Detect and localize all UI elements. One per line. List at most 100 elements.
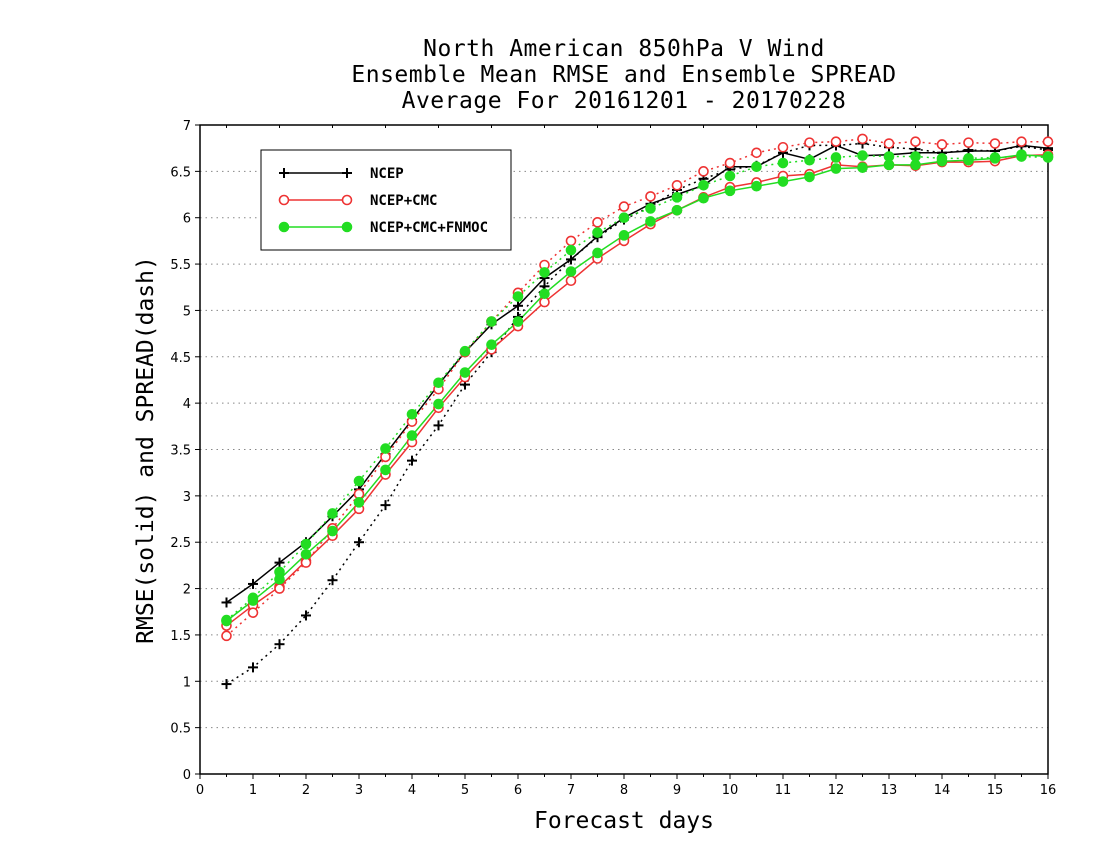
data-point-ncep-cmc-fnmoc-spread (459, 345, 471, 357)
data-point-ncep-cmc-fnmoc-spread (857, 150, 868, 161)
x-tick-label: 6 (514, 783, 522, 798)
data-point-ncep-cmc-fnmoc-spread (539, 267, 550, 278)
data-point-ncep-cmc-fnmoc-spread (989, 152, 1001, 163)
data-point-ncep-cmc-spread (804, 137, 815, 148)
data-point-ncep-cmc-spread (857, 133, 868, 145)
data-point-ncep-cmc-fnmoc-rmse (857, 162, 868, 173)
data-point-ncep-cmc-spread (777, 141, 789, 153)
x-tick-label: 3 (355, 783, 363, 798)
y-tick-label: 6.5 (170, 165, 191, 180)
data-point-ncep-cmc-fnmoc-spread (645, 203, 656, 214)
data-point-ncep-cmc-fnmoc-spread (724, 170, 736, 182)
legend-label-ncep-cmc-fnmoc: NCEP+CMC+FNMOC (370, 220, 488, 236)
data-point-ncep-cmc-fnmoc-spread (910, 151, 921, 162)
data-point-ncep-spread (301, 610, 311, 621)
x-tick-label: 1 (249, 783, 257, 798)
data-point-ncep-cmc-rmse (565, 275, 577, 287)
data-point-ncep-cmc-fnmoc-spread (1016, 151, 1027, 162)
x-tick-label: 7 (567, 783, 575, 798)
data-point-ncep-rmse (248, 578, 258, 589)
data-point-ncep-spread (433, 420, 444, 431)
data-point-ncep-cmc-fnmoc-spread (618, 212, 630, 224)
data-point-ncep-cmc-spread (565, 235, 577, 247)
axis-ticks: 00.511.522.533.544.555.566.570 1 2 3 4 5 6 7 8 9 1… (170, 119, 1056, 798)
data-point-ncep-cmc-fnmoc-spread (592, 227, 603, 238)
x-tick-label: 2 (302, 783, 310, 798)
x-tick-label: 14 (934, 783, 951, 798)
data-point-ncep-cmc-fnmoc-rmse (618, 230, 630, 241)
data-point-ncep-spread (354, 537, 364, 548)
legend-marker-ncep (342, 168, 352, 178)
x-tick-label: 13 (881, 783, 898, 798)
x-tick-label: 8 (620, 783, 628, 798)
data-point-ncep-spread (274, 639, 285, 650)
chart-title-line-1: North American 850hPa V Wind (423, 36, 825, 62)
data-point-ncep-spread (380, 500, 391, 511)
data-point-ncep-spread (407, 455, 417, 466)
legend-marker-ncep-cmc (278, 194, 290, 206)
series-line-ncep-cmc-fnmoc-spread (226, 154, 1049, 621)
y-tick-label: 5 (183, 304, 191, 319)
data-point-ncep-rmse (274, 557, 285, 568)
gridlines (200, 170, 1048, 729)
data-point-ncep-cmc-spread (645, 191, 656, 202)
data-point-ncep-cmc-fnmoc-spread (353, 475, 365, 487)
x-tick-label: 15 (987, 783, 1004, 798)
chart-title-line-3: Average For 20161201 - 20170228 (401, 88, 847, 114)
data-point-ncep-cmc-fnmoc-spread (274, 566, 285, 578)
data-point-ncep-cmc-fnmoc-rmse (459, 367, 471, 378)
data-point-ncep-cmc-fnmoc-rmse (804, 171, 815, 183)
data-point-ncep-cmc-fnmoc-rmse (433, 398, 444, 410)
x-tick-label: 0 (196, 783, 204, 798)
chart-title-line-2: Ensemble Mean RMSE and Ensemble SPREAD (351, 62, 897, 88)
data-point-ncep-cmc-fnmoc-rmse (512, 316, 524, 327)
x-tick-label: 4 (408, 783, 416, 798)
data-point-ncep-cmc-spread (1016, 136, 1027, 147)
data-point-ncep-cmc-fnmoc-spread (671, 192, 683, 203)
data-point-ncep-cmc-fnmoc-spread (963, 153, 974, 164)
legend-marker-ncep-cmc-fnmoc (278, 221, 290, 233)
data-point-ncep-cmc-spread (724, 157, 736, 169)
data-point-ncep-cmc-fnmoc-rmse (698, 192, 709, 204)
x-tick-label: 16 (1040, 783, 1057, 798)
data-point-ncep-cmc-fnmoc-spread (565, 244, 577, 256)
data-point-ncep-cmc-spread (698, 166, 709, 177)
data-point-ncep-cmc-fnmoc-spread (327, 508, 338, 519)
data-point-ncep-cmc-fnmoc-rmse (830, 163, 842, 174)
x-tick-label: 9 (673, 783, 681, 798)
legend: NCEP NCEP+CMC NCEP+CMC+FNMOC (260, 149, 512, 251)
data-point-ncep-cmc-fnmoc-spread (830, 152, 842, 163)
data-point-ncep-cmc-spread (830, 136, 842, 147)
series-markers (221, 133, 1054, 690)
legend-marker-ncep-cmc (341, 194, 353, 206)
data-point-ncep-cmc-spread (274, 583, 285, 594)
data-point-ncep-cmc-fnmoc-spread (300, 538, 312, 550)
data-point-ncep-cmc-spread (221, 630, 232, 642)
y-tick-label: 7 (183, 119, 191, 134)
y-tick-label: 2.5 (170, 536, 191, 551)
y-tick-label: 0 (183, 768, 191, 783)
data-point-ncep-cmc-fnmoc-spread (406, 408, 418, 420)
data-point-ncep-cmc-fnmoc-spread (804, 154, 815, 166)
data-point-ncep-cmc-fnmoc-rmse (777, 176, 789, 187)
y-tick-label: 1 (183, 675, 191, 690)
data-point-ncep-spread (566, 254, 576, 265)
data-point-ncep-cmc-fnmoc-spread (221, 614, 232, 626)
data-point-ncep-rmse (513, 300, 523, 311)
data-point-ncep-cmc-fnmoc-rmse (327, 525, 338, 537)
y-tick-label: 1.5 (170, 629, 191, 644)
data-point-ncep-cmc-fnmoc-rmse (645, 216, 656, 227)
legend-marker-ncep (279, 168, 289, 178)
x-tick-label: 10 (722, 783, 739, 798)
y-tick-label: 0.5 (170, 722, 191, 737)
x-axis-label: Forecast days (533, 808, 714, 834)
data-point-ncep-cmc-spread (910, 136, 921, 147)
data-point-ncep-cmc-fnmoc-spread (486, 316, 497, 327)
data-point-ncep-cmc-fnmoc-rmse (751, 180, 762, 192)
data-point-ncep-cmc-fnmoc-rmse (539, 288, 550, 300)
y-tick-label: 4.5 (170, 351, 191, 366)
legend-label-ncep-cmc: NCEP+CMC (370, 193, 437, 209)
data-point-ncep-cmc-fnmoc-rmse (565, 266, 577, 277)
data-point-ncep-cmc-fnmoc-rmse (592, 247, 603, 259)
